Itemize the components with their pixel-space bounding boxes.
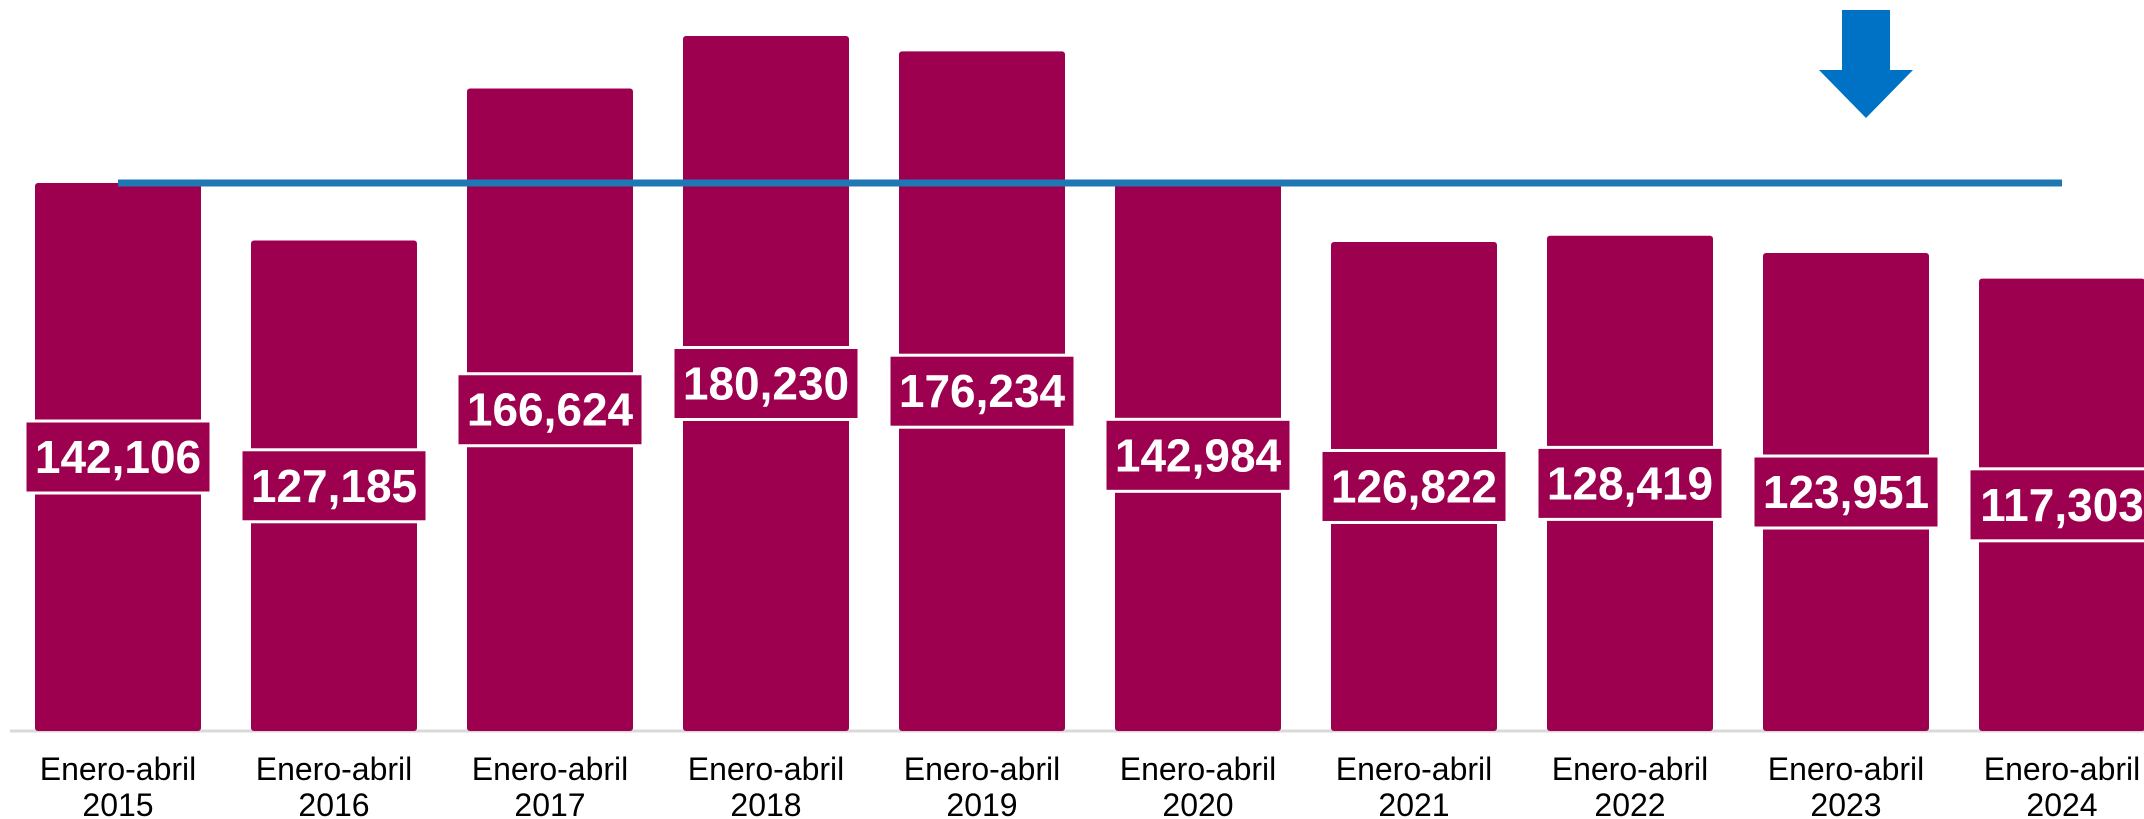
category-label: 2015 <box>82 787 153 819</box>
category-label: 2021 <box>1378 787 1449 819</box>
category-label: 2018 <box>730 787 801 819</box>
category-labels-layer: Enero-abril2015Enero-abril2016Enero-abri… <box>40 751 2141 819</box>
data-label-text: 127,185 <box>251 460 417 512</box>
data-label: 126,822 <box>1319 448 1509 524</box>
data-label-text: 128,419 <box>1547 457 1713 509</box>
category-label: Enero-abril <box>40 751 197 787</box>
data-label-box <box>1103 417 1293 493</box>
category-label: Enero-abril <box>688 751 845 787</box>
data-label-box <box>887 353 1077 429</box>
category-label: Enero-abril <box>1120 751 1277 787</box>
data-label: 128,419 <box>1535 445 1725 521</box>
data-label: 180,230 <box>671 346 861 421</box>
data-label-box <box>1319 448 1509 524</box>
down-arrow-icon <box>1819 10 1913 118</box>
data-label-box <box>1751 454 1941 530</box>
data-label: 127,185 <box>239 448 429 524</box>
data-label-box <box>239 448 429 524</box>
data-label-text: 117,303 <box>1980 479 2144 531</box>
category-label: 2016 <box>298 787 369 819</box>
data-label-text: 142,106 <box>35 431 201 483</box>
data-label-text: 142,984 <box>1115 429 1282 481</box>
data-label-box <box>1967 467 2144 543</box>
data-label: 117,303 <box>1967 467 2144 543</box>
value-labels-layer: 142,106 127,185 166,624 180,230 176,234 142,9… <box>23 346 2144 543</box>
category-label: 2020 <box>1162 787 1233 819</box>
data-label-box <box>23 419 213 495</box>
data-label-text: 176,234 <box>899 365 1066 417</box>
data-label: 123,951 <box>1751 454 1941 530</box>
data-label-text: 126,822 <box>1331 460 1497 512</box>
category-label: 2024 <box>2026 787 2097 819</box>
category-label: Enero-abril <box>1984 751 2141 787</box>
category-label: Enero-abril <box>1552 751 1709 787</box>
category-label: Enero-abril <box>1768 751 1925 787</box>
data-label-box <box>1535 445 1725 521</box>
data-label: 166,624 <box>455 372 645 448</box>
data-label-text: 180,230 <box>683 358 849 410</box>
category-label: 2017 <box>514 787 585 819</box>
data-label: 142,106 <box>23 419 213 495</box>
category-label: Enero-abril <box>472 751 629 787</box>
category-label: Enero-abril <box>904 751 1061 787</box>
category-label: Enero-abril <box>1336 751 1493 787</box>
data-label-box <box>671 346 861 421</box>
data-label: 176,234 <box>887 353 1077 429</box>
category-label: 2019 <box>946 787 1017 819</box>
data-label-box <box>455 372 645 448</box>
category-label: 2022 <box>1594 787 1665 819</box>
category-label: Enero-abril <box>256 751 413 787</box>
data-label-text: 166,624 <box>467 384 634 436</box>
data-label-text: 123,951 <box>1763 466 1929 518</box>
data-label: 142,984 <box>1103 417 1293 493</box>
category-label: 2023 <box>1810 787 1881 819</box>
bars-layer <box>35 36 2144 732</box>
